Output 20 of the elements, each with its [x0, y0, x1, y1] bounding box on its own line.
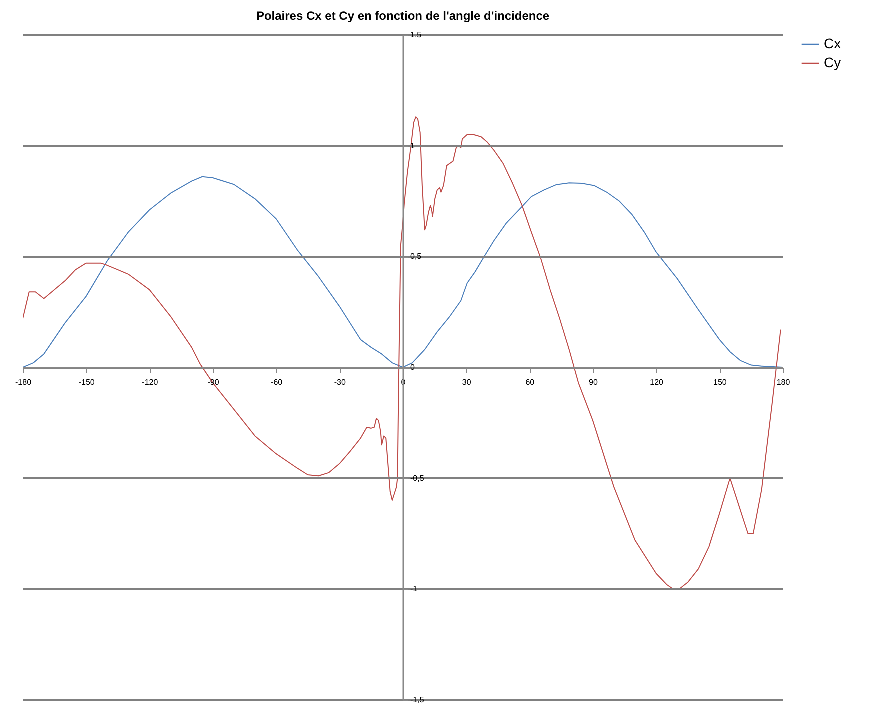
x-tick-label: 150 — [713, 378, 728, 387]
y-tick-label: 0,5 — [410, 252, 422, 262]
x-tick-label: -30 — [334, 378, 346, 387]
y-tick-label: 0 — [410, 363, 416, 372]
y-tick-label: 1,5 — [410, 30, 422, 40]
legend-label: Cx — [824, 36, 842, 52]
legend-label: Cy — [824, 54, 842, 70]
y-tick-label: -1,5 — [410, 696, 425, 704]
x-tick-label: -150 — [78, 378, 96, 387]
x-tick-label: -180 — [15, 378, 32, 387]
y-tick-label: -0,5 — [410, 474, 425, 483]
x-tick-label: 120 — [650, 378, 664, 387]
x-tick-label: 90 — [589, 378, 598, 387]
x-tick-label: 180 — [776, 378, 791, 387]
y-tick-label: -1 — [410, 584, 418, 594]
x-tick-label: 60 — [526, 378, 536, 387]
x-tick-label: 30 — [462, 378, 472, 387]
x-tick-label: -120 — [142, 378, 159, 387]
x-tick-label: -60 — [271, 378, 284, 387]
chart-title: Polaires Cx et Cy en fonction de l'angle d'incidence — [256, 9, 550, 23]
